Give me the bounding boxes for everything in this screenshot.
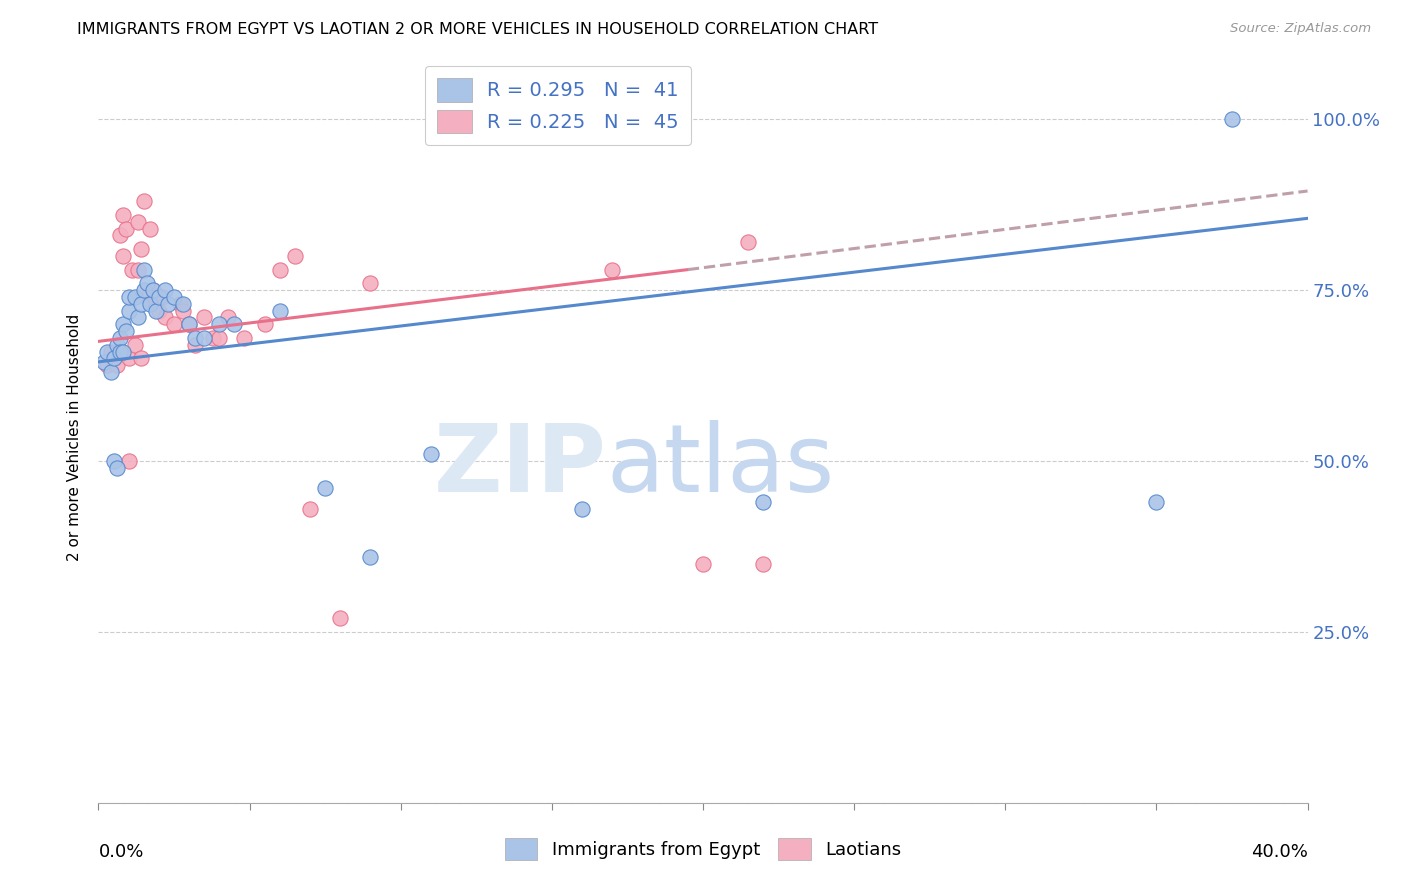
Point bbox=[139, 221, 162, 235]
Point bbox=[124, 338, 146, 352]
Point bbox=[299, 501, 322, 516]
Point bbox=[602, 262, 624, 277]
Point bbox=[752, 495, 775, 509]
Legend: Immigrants from Egypt, Laotians: Immigrants from Egypt, Laotians bbox=[498, 830, 908, 867]
Text: Source: ZipAtlas.com: Source: ZipAtlas.com bbox=[1230, 22, 1371, 36]
Point bbox=[232, 331, 254, 345]
Point bbox=[111, 249, 134, 263]
Y-axis label: 2 or more Vehicles in Household: 2 or more Vehicles in Household bbox=[67, 313, 83, 561]
Point bbox=[142, 283, 165, 297]
Point bbox=[114, 324, 136, 338]
Point bbox=[118, 454, 141, 468]
Point bbox=[172, 297, 194, 311]
Point bbox=[284, 249, 307, 263]
Point bbox=[118, 351, 141, 366]
Point bbox=[108, 344, 131, 359]
Point bbox=[127, 215, 149, 229]
Point bbox=[132, 194, 155, 209]
Point bbox=[360, 549, 382, 564]
Point bbox=[153, 283, 176, 297]
Point bbox=[105, 460, 128, 475]
Point bbox=[127, 310, 149, 325]
Text: ZIP: ZIP bbox=[433, 420, 606, 512]
Point bbox=[103, 351, 125, 366]
Point bbox=[153, 310, 176, 325]
Point bbox=[752, 557, 775, 571]
Point bbox=[121, 262, 143, 277]
Text: 40.0%: 40.0% bbox=[1251, 843, 1308, 861]
Point bbox=[253, 318, 276, 332]
Point bbox=[145, 303, 167, 318]
Point bbox=[118, 290, 141, 304]
Point bbox=[208, 318, 231, 332]
Point bbox=[217, 310, 239, 325]
Point bbox=[108, 344, 131, 359]
Point bbox=[129, 351, 152, 366]
Point bbox=[127, 262, 149, 277]
Point bbox=[692, 557, 714, 571]
Point bbox=[1220, 112, 1243, 127]
Point bbox=[148, 303, 170, 318]
Point bbox=[184, 338, 207, 352]
Point bbox=[118, 303, 141, 318]
Point bbox=[314, 481, 336, 495]
Point bbox=[179, 318, 201, 332]
Point bbox=[132, 283, 155, 297]
Point bbox=[132, 262, 155, 277]
Point bbox=[208, 331, 231, 345]
Point bbox=[1144, 495, 1167, 509]
Point bbox=[169, 297, 191, 311]
Point bbox=[193, 310, 215, 325]
Point bbox=[360, 277, 382, 291]
Text: IMMIGRANTS FROM EGYPT VS LAOTIAN 2 OR MORE VEHICLES IN HOUSEHOLD CORRELATION CHA: IMMIGRANTS FROM EGYPT VS LAOTIAN 2 OR MO… bbox=[77, 22, 879, 37]
Point bbox=[172, 303, 194, 318]
Point bbox=[114, 221, 136, 235]
Point bbox=[269, 303, 291, 318]
Point bbox=[100, 365, 122, 379]
Point bbox=[111, 344, 134, 359]
Point bbox=[105, 338, 128, 352]
Point bbox=[135, 290, 157, 304]
Point bbox=[129, 297, 152, 311]
Point bbox=[420, 447, 443, 461]
Point bbox=[93, 355, 115, 369]
Point bbox=[224, 318, 246, 332]
Point bbox=[103, 454, 125, 468]
Point bbox=[737, 235, 759, 250]
Point bbox=[163, 290, 186, 304]
Point bbox=[150, 290, 173, 304]
Point bbox=[163, 318, 186, 332]
Point bbox=[145, 290, 167, 304]
Point bbox=[179, 318, 201, 332]
Point bbox=[96, 359, 118, 373]
Point bbox=[156, 297, 179, 311]
Point bbox=[108, 331, 131, 345]
Point bbox=[139, 297, 162, 311]
Point bbox=[148, 290, 170, 304]
Text: atlas: atlas bbox=[606, 420, 835, 512]
Point bbox=[135, 277, 157, 291]
Point bbox=[269, 262, 291, 277]
Point bbox=[124, 290, 146, 304]
Point bbox=[96, 344, 118, 359]
Point bbox=[111, 208, 134, 222]
Point bbox=[129, 242, 152, 256]
Point bbox=[108, 228, 131, 243]
Point bbox=[184, 331, 207, 345]
Point bbox=[100, 344, 122, 359]
Point bbox=[103, 351, 125, 366]
Point bbox=[329, 611, 352, 625]
Point bbox=[142, 283, 165, 297]
Point bbox=[105, 359, 128, 373]
Point bbox=[571, 501, 593, 516]
Point bbox=[111, 318, 134, 332]
Point bbox=[193, 331, 215, 345]
Point bbox=[202, 331, 225, 345]
Text: 0.0%: 0.0% bbox=[98, 843, 143, 861]
